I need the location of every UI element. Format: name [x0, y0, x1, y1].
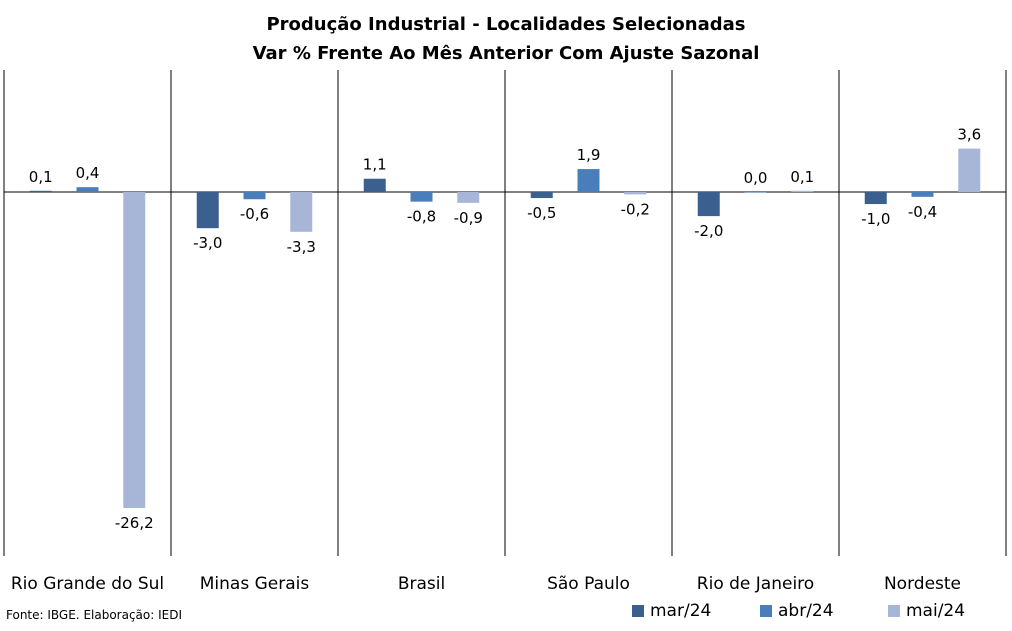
chart-subtitle: Var % Frente Ao Mês Anterior Com Ajuste …	[252, 43, 760, 64]
legend-item-abr24: abr/24	[760, 601, 888, 621]
data-label: 0,1	[790, 168, 814, 186]
data-label: -0,6	[240, 205, 269, 223]
legend-swatch-abr24	[760, 605, 772, 617]
data-label: -2,0	[694, 222, 723, 240]
legend-label-abr24: abr/24	[778, 601, 834, 621]
bar	[457, 192, 480, 203]
legend-swatch-mar24	[632, 605, 644, 617]
category-label: Rio Grande do Sul	[11, 574, 164, 594]
category-label: Nordeste	[884, 574, 961, 594]
bar	[624, 192, 647, 195]
bar-chart: 0,1 0,4 -26,2 Rio Grande do Sul -3,0 -0,6 -3,3…	[3, 70, 1007, 594]
legend-item-mar24: mar/24	[632, 601, 760, 621]
legend-label-mai24: mai/24	[906, 601, 966, 621]
data-label: -0,9	[454, 209, 483, 227]
category-label: São Paulo	[547, 574, 630, 594]
bar	[744, 192, 767, 193]
data-label: 1,1	[363, 156, 387, 174]
bar	[29, 190, 52, 192]
data-label: 1,9	[577, 146, 601, 164]
bar	[290, 192, 313, 232]
data-label: -1,0	[861, 210, 890, 228]
data-label: 3,6	[957, 126, 981, 144]
bar	[196, 192, 219, 229]
bar	[123, 192, 146, 508]
data-label: 0,1	[29, 168, 53, 186]
legend: mar/24 abr/24 mai/24	[632, 601, 1012, 621]
bar	[76, 187, 99, 192]
bar	[577, 169, 600, 192]
data-label: 0,4	[76, 164, 100, 182]
legend-swatch-mai24	[888, 605, 900, 617]
bar	[363, 178, 386, 192]
bar	[530, 192, 553, 199]
data-label: -0,4	[908, 203, 937, 221]
data-label: 0,0	[744, 169, 768, 187]
bar	[791, 190, 814, 192]
source-note: Fonte: IBGE. Elaboração: IEDI	[6, 608, 183, 622]
bar	[410, 192, 433, 202]
data-label: -0,5	[527, 204, 556, 222]
data-label: -3,0	[193, 234, 222, 252]
chart-title-line1: Produção Industrial - Localidades Seleci…	[266, 14, 746, 35]
legend-item-mai24: mai/24	[888, 601, 1012, 621]
bar	[911, 192, 934, 197]
category-label: Brasil	[398, 574, 445, 594]
data-label: -3,3	[287, 238, 316, 256]
legend-label-mar24: mar/24	[650, 601, 712, 621]
data-label: -0,8	[407, 208, 436, 226]
category-label: Minas Gerais	[200, 574, 310, 594]
data-label: -26,2	[115, 514, 154, 532]
bar	[697, 192, 720, 217]
bar	[958, 148, 981, 192]
bar	[243, 192, 266, 200]
data-label: -0,2	[621, 200, 650, 218]
category-label: Rio de Janeiro	[697, 574, 814, 594]
chart-title: Produção Industrial - Localidades Seleci…	[0, 10, 1012, 68]
bar	[864, 192, 887, 205]
